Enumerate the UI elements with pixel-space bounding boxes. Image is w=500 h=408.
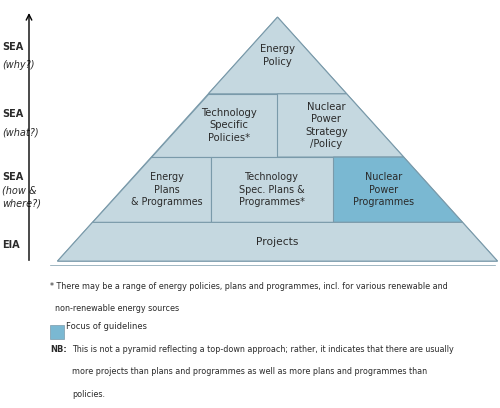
Text: Focus of guidelines: Focus of guidelines [66, 322, 147, 331]
Polygon shape [278, 94, 404, 157]
Text: Energy
Policy: Energy Policy [260, 44, 295, 67]
Text: SEA: SEA [2, 42, 24, 52]
Text: EIA: EIA [2, 240, 20, 250]
Text: This is not a pyramid reflecting a top-down approach; rather, it indicates that : This is not a pyramid reflecting a top-d… [72, 345, 454, 354]
Text: Projects: Projects [256, 237, 298, 247]
Text: * There may be a range of energy policies, plans and programmes, incl. for vario: * There may be a range of energy policie… [50, 282, 448, 290]
Text: SEA: SEA [2, 173, 24, 182]
Text: Nuclear
Power
Strategy
/Policy: Nuclear Power Strategy /Policy [305, 102, 348, 149]
Text: Energy
Plans
& Programmes: Energy Plans & Programmes [130, 172, 202, 207]
Polygon shape [58, 222, 498, 261]
Text: where?): where?) [2, 199, 42, 209]
Text: Nuclear
Power
Programmes: Nuclear Power Programmes [352, 172, 414, 207]
Text: (why?): (why?) [2, 60, 35, 70]
Text: policies.: policies. [72, 390, 106, 399]
Polygon shape [58, 17, 498, 261]
FancyBboxPatch shape [50, 325, 64, 339]
Text: more projects than plans and programmes as well as more plans and programmes tha: more projects than plans and programmes … [72, 367, 428, 376]
Text: SEA: SEA [2, 109, 24, 119]
Text: non-renewable energy sources: non-renewable energy sources [50, 304, 179, 313]
Text: (what?): (what?) [2, 128, 39, 137]
Polygon shape [334, 157, 462, 222]
Text: Technology
Specific
Policies*: Technology Specific Policies* [201, 108, 256, 143]
Text: (how &: (how & [2, 186, 37, 195]
Polygon shape [152, 94, 278, 157]
Polygon shape [92, 157, 211, 222]
Text: NB:: NB: [50, 345, 67, 354]
Text: Technology
Spec. Plans &
Programmes*: Technology Spec. Plans & Programmes* [240, 172, 305, 207]
Polygon shape [211, 157, 334, 222]
Polygon shape [208, 17, 346, 94]
